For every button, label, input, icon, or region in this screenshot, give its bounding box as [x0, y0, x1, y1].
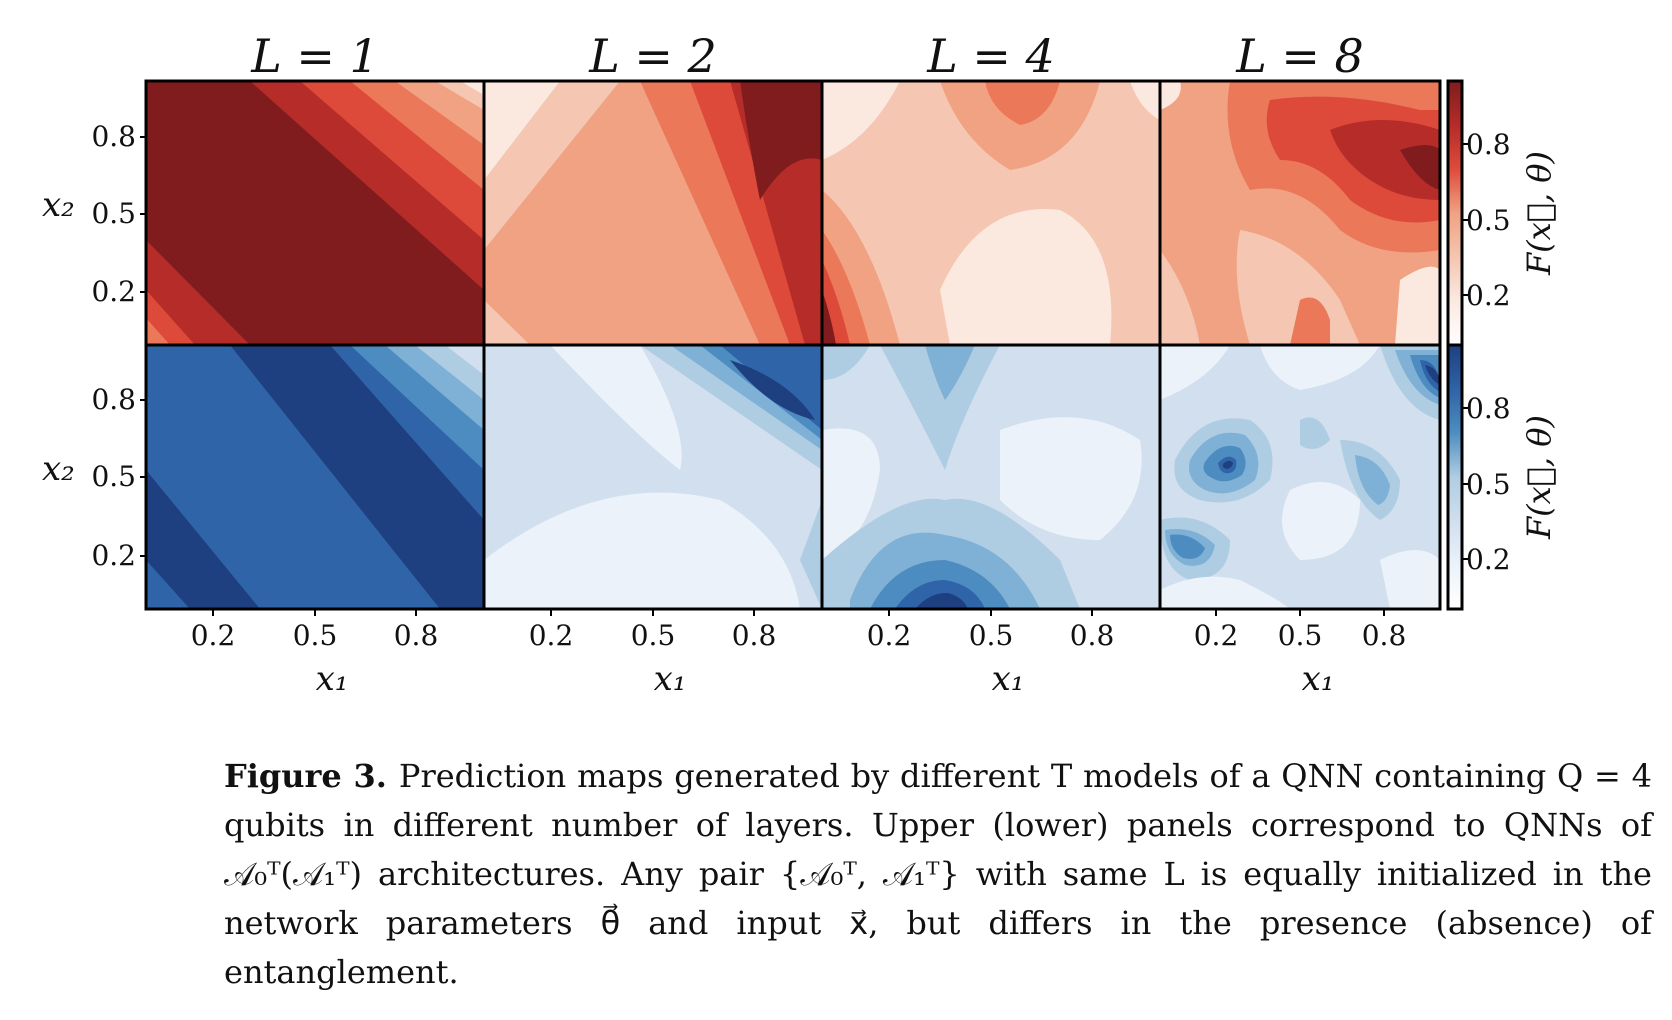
- ytick-bottom-0: 0.8: [91, 383, 136, 416]
- x-axes: 0.2 0.5 0.8 x₁ 0.2 0.5 0.8 x₁ 0.2 0.5 0.…: [191, 609, 1407, 699]
- xtick-L2-0: 0.2: [529, 619, 574, 652]
- xlabel-L8: x₁: [1302, 659, 1335, 699]
- cbar-top-tick-0: 0.8: [1466, 128, 1511, 161]
- column-title-L2: L = 2: [588, 29, 717, 83]
- cbar-top-tick-1: 0.5: [1466, 204, 1511, 237]
- xlabel-L4: x₁: [992, 659, 1025, 699]
- column-title-L4: L = 4: [926, 29, 1055, 83]
- colorbar-top: 0.8 0.5 0.2 F(x⃗, θ): [1446, 79, 1558, 347]
- caption-text: Prediction maps generated by different T…: [224, 757, 1653, 991]
- ytick-top-1: 0.5: [91, 197, 136, 230]
- heatmap-panel-top-L2: [484, 81, 822, 345]
- prediction-maps-figure: L = 1 L = 2 L = 4 L = 8 0.8 0.5 0.2 x₂ 0…: [42, 29, 1558, 699]
- heatmap-panel-bottom-L4: [822, 345, 1160, 609]
- cbar-bottom-tick-2: 0.2: [1466, 543, 1511, 576]
- column-title-L8: L = 8: [1235, 29, 1364, 83]
- y-axis-top: 0.8 0.5 0.2 x₂: [42, 120, 146, 308]
- ytick-bottom-2: 0.2: [91, 539, 136, 572]
- colorbar-bottom: 0.8 0.5 0.2 F(x⃗, θ): [1446, 343, 1558, 611]
- cbar-bottom-label: F(x⃗, θ): [1520, 415, 1558, 540]
- xtick-L2-2: 0.8: [732, 619, 777, 652]
- column-title-L1: L = 1: [250, 29, 379, 83]
- heatmap-panel-bottom-L2: [484, 345, 822, 609]
- ylabel-bottom: x₂: [42, 449, 75, 489]
- xtick-L4-0: 0.2: [867, 619, 912, 652]
- x-axis-L4: 0.2 0.5 0.8 x₁: [867, 609, 1115, 699]
- xtick-L2-1: 0.5: [631, 619, 676, 652]
- xtick-L8-0: 0.2: [1194, 619, 1239, 652]
- figure-caption: Figure 3. Prediction maps generated by di…: [224, 752, 1652, 997]
- heatmap-panel-bottom-L1: [146, 345, 484, 609]
- cbar-bottom-tick-0: 0.8: [1466, 392, 1511, 425]
- xlabel-L2: x₁: [654, 659, 687, 699]
- xlabel-L1: x₁: [316, 659, 349, 699]
- y-axis-bottom: 0.8 0.5 0.2 x₂: [42, 383, 146, 572]
- x-axis-L1: 0.2 0.5 0.8 x₁: [191, 609, 439, 699]
- x-axis-L2: 0.2 0.5 0.8 x₁: [529, 609, 777, 699]
- cbar-bottom-tick-1: 0.5: [1466, 468, 1511, 501]
- xtick-L8-1: 0.5: [1278, 619, 1323, 652]
- column-titles: L = 1 L = 2 L = 4 L = 8: [250, 29, 1364, 83]
- xtick-L1-1: 0.5: [293, 619, 338, 652]
- heatmap-panel-bottom-L8: [1160, 345, 1440, 609]
- ytick-top-0: 0.8: [91, 120, 136, 153]
- xtick-L8-2: 0.8: [1362, 619, 1407, 652]
- xtick-L4-2: 0.8: [1070, 619, 1115, 652]
- panel-frames: [144, 79, 1442, 611]
- x-axis-L8: 0.2 0.5 0.8 x₁: [1194, 609, 1407, 699]
- cbar-top-label: F(x⃗, θ): [1520, 151, 1558, 276]
- xtick-L4-1: 0.5: [969, 619, 1014, 652]
- heatmap-panel-top-L4: [822, 81, 1160, 345]
- heatmap-panel-top-L1: [146, 81, 484, 345]
- ytick-bottom-1: 0.5: [91, 460, 136, 493]
- ylabel-top: x₂: [42, 185, 75, 225]
- caption-label: Figure 3.: [224, 757, 387, 795]
- heatmap-panel-top-L8: [1160, 81, 1440, 345]
- xtick-L1-0: 0.2: [191, 619, 236, 652]
- xtick-L1-2: 0.8: [394, 619, 439, 652]
- cbar-top-tick-2: 0.2: [1466, 279, 1511, 312]
- ytick-top-2: 0.2: [91, 275, 136, 308]
